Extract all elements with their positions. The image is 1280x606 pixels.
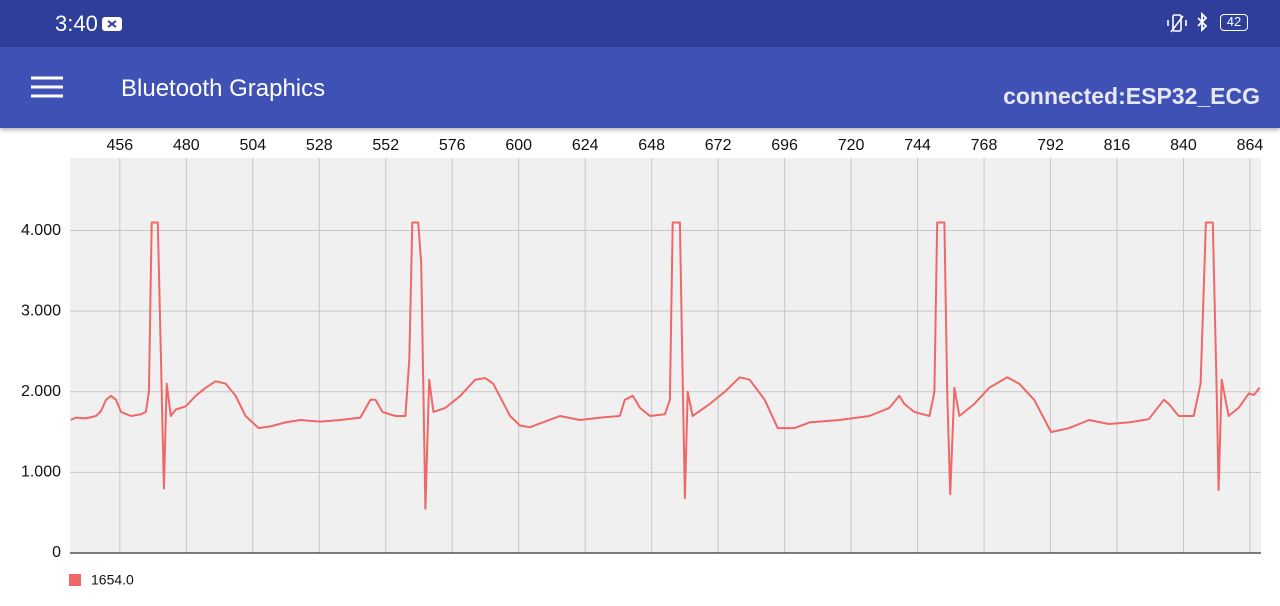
y-tick-label: 0 xyxy=(52,544,61,561)
x-tick-label: 768 xyxy=(971,137,998,154)
x-tick-label: 552 xyxy=(372,137,399,154)
clock: 3:40 xyxy=(55,11,98,36)
plot-background xyxy=(70,158,1261,553)
x-tick-label: 720 xyxy=(838,137,865,154)
chart: 456 480 504 528 552 576 600 624 648 672 696 720 744 7… xyxy=(21,137,1264,588)
x-tick-label: 528 xyxy=(306,137,333,154)
x-tick-label: 864 xyxy=(1237,137,1264,154)
y-tick-label: 1.000 xyxy=(21,464,61,481)
x-tick-label: 600 xyxy=(505,137,532,154)
x-tick-label: 792 xyxy=(1037,137,1064,154)
connection-status: connected:ESP32_ECG xyxy=(1003,83,1260,109)
app-bar: Bluetooth Graphics connected:ESP32_ECG xyxy=(0,47,1280,128)
y-tick-label: 4.000 xyxy=(21,222,61,239)
x-tick-label: 648 xyxy=(638,137,665,154)
battery: 42 xyxy=(1220,14,1248,31)
app-title: Bluetooth Graphics xyxy=(121,75,326,102)
status-icons xyxy=(1167,12,1208,33)
y-tick-label: 2.000 xyxy=(21,383,61,400)
x-tick-label: 504 xyxy=(239,137,266,154)
ecg-line xyxy=(70,221,1261,510)
x-tick-label: 480 xyxy=(173,137,200,154)
x-tick-label: 672 xyxy=(705,137,732,154)
notification-icon xyxy=(102,17,122,31)
x-tick-label: 744 xyxy=(904,137,931,154)
legend-swatch xyxy=(69,574,81,586)
x-tick-label: 840 xyxy=(1170,137,1197,154)
x-tick-label: 576 xyxy=(439,137,466,154)
y-tick-label: 3.000 xyxy=(21,302,61,319)
x-tick-label: 696 xyxy=(771,137,798,154)
menu-button[interactable] xyxy=(31,76,63,100)
status-bar: 3:40 42 xyxy=(0,0,1280,47)
legend-label: 1654.0 xyxy=(91,572,134,588)
x-tick-label: 456 xyxy=(107,137,134,154)
x-tick-label: 816 xyxy=(1104,137,1131,154)
x-tick-label: 624 xyxy=(572,137,599,154)
